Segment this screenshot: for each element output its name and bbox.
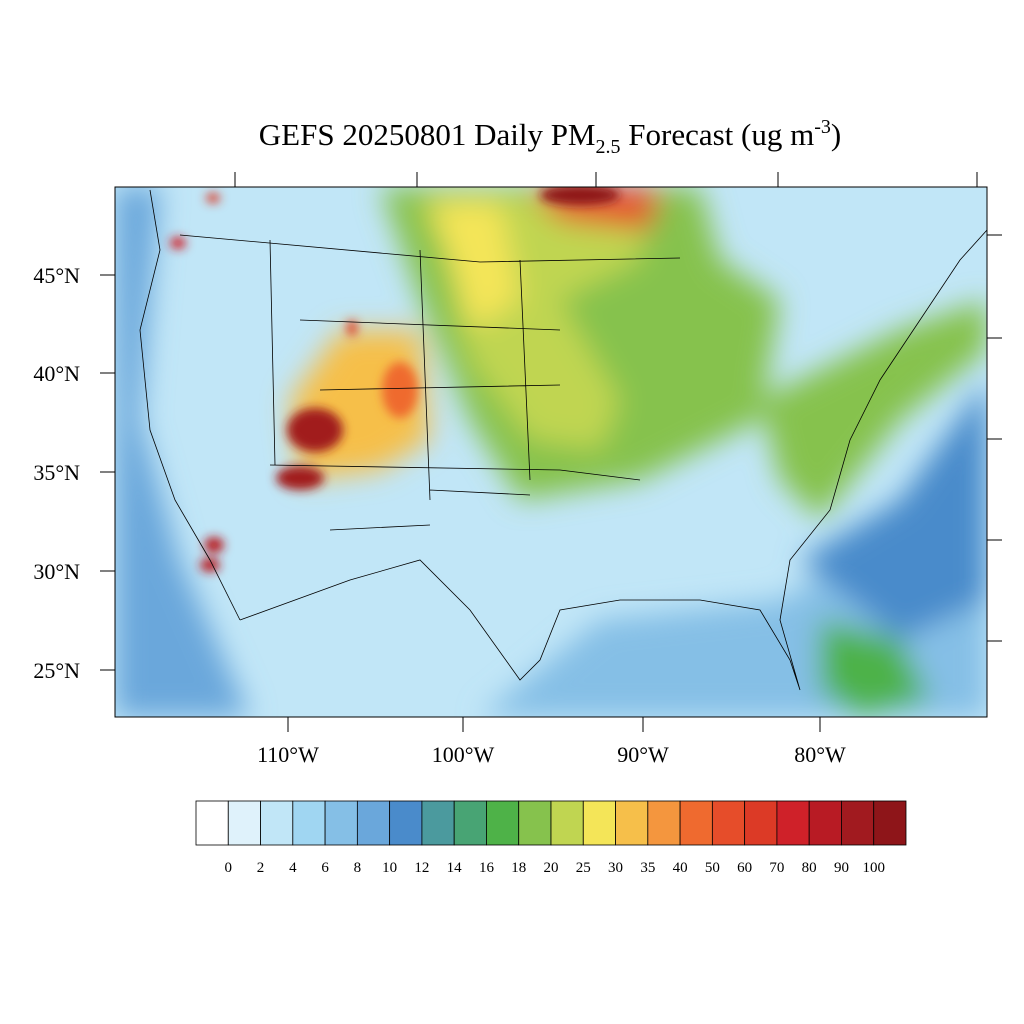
lat-label: 25°N: [33, 658, 80, 683]
colorbar-box: [841, 800, 875, 846]
title-part: GEFS 20250801 Daily PM: [259, 117, 596, 152]
colorbar-label: 50: [705, 860, 720, 876]
colorbar-label: 18: [511, 860, 526, 876]
colorbar-label: 12: [414, 860, 429, 876]
colorbar-box: [389, 800, 423, 846]
colorbar-box: [808, 800, 842, 846]
lat-label: 40°N: [33, 361, 80, 386]
pm25-field: [115, 187, 987, 717]
lat-label: 30°N: [33, 559, 80, 584]
lon-label: 80°W: [794, 742, 846, 767]
colorbar-label: 0: [225, 860, 233, 876]
colorbar-label: 10: [382, 860, 397, 876]
colorbar-label: 100: [862, 860, 885, 876]
colorbar-label: 35: [640, 860, 655, 876]
colorbar-box: [453, 800, 487, 846]
colorbar-label: 40: [673, 860, 688, 876]
colorbar-label: 4: [289, 860, 297, 876]
colorbar-box: [227, 800, 261, 846]
colorbar-label: 70: [769, 860, 784, 876]
colorbar-label: 60: [737, 860, 752, 876]
lon-label: 110°W: [257, 742, 319, 767]
title-superscript: -3: [814, 116, 831, 138]
colorbar-label: 14: [447, 860, 463, 876]
colorbar-box: [260, 800, 294, 846]
colorbar-box: [195, 800, 229, 846]
colorbar-box: [486, 800, 520, 846]
colorbar-box: [292, 800, 326, 846]
title-part: ): [831, 117, 841, 152]
colorbar-box: [324, 800, 358, 846]
colorbar-label: 30: [608, 860, 623, 876]
frame-ticks: [100, 172, 1002, 732]
lon-label: 100°W: [432, 742, 495, 767]
colorbar-label: 16: [479, 860, 495, 876]
map-title: GEFS 20250801 Daily PM2.5 Forecast (ug m…: [259, 116, 841, 158]
title-subscript: 2.5: [596, 136, 621, 158]
colorbar-label: 8: [354, 860, 362, 876]
colorbar-box: [776, 800, 810, 846]
lat-label: 35°N: [33, 460, 80, 485]
colorbar-label: 6: [321, 860, 329, 876]
colorbar-box: [421, 800, 455, 846]
colorbar-label: 80: [802, 860, 817, 876]
colorbar-box: [518, 800, 552, 846]
colorbar-label: 2: [257, 860, 265, 876]
lon-label: 90°W: [617, 742, 669, 767]
colorbar-label: 20: [544, 860, 559, 876]
colorbar-label: 25: [576, 860, 591, 876]
lat-label: 45°N: [33, 263, 80, 288]
colorbar-box: [873, 800, 907, 846]
colorbar-box: [647, 800, 681, 846]
map-frame: [114, 186, 988, 718]
colorbar-box: [744, 800, 778, 846]
colorbar-box: [550, 800, 584, 846]
colorbar-box: [711, 800, 746, 846]
colorbar-box: [582, 800, 616, 846]
colorbar-label: 90: [834, 860, 849, 876]
colorbar-box: [356, 800, 391, 846]
title-part: Forecast (ug m: [621, 117, 815, 152]
colorbar-box: [679, 800, 713, 846]
colorbar-box: [615, 800, 649, 846]
